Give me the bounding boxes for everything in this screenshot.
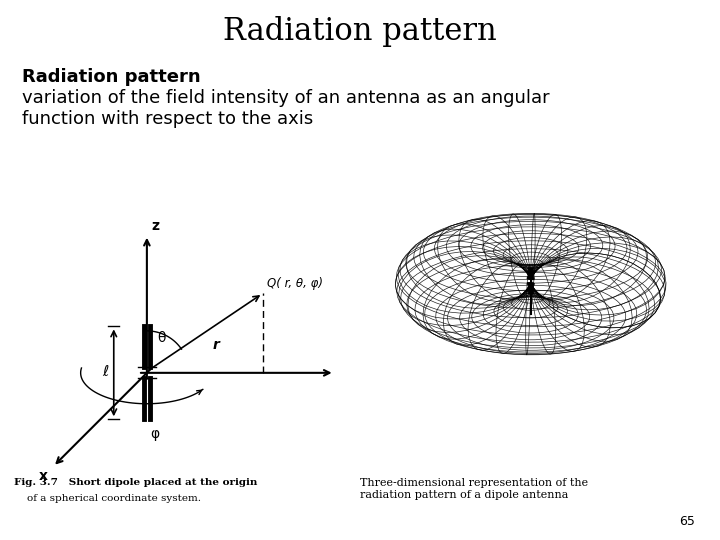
- Text: ℓ: ℓ: [102, 364, 108, 379]
- Text: of a spherical coordinate system.: of a spherical coordinate system.: [14, 494, 202, 503]
- Text: z: z: [151, 219, 159, 233]
- Text: θ: θ: [157, 330, 166, 345]
- Text: y: y: [337, 355, 346, 369]
- Text: Three-dimensional representation of the
radiation pattern of a dipole antenna: Three-dimensional representation of the …: [360, 478, 588, 500]
- Text: φ: φ: [150, 427, 159, 441]
- Text: Fig. 3.7   Short dipole placed at the origin: Fig. 3.7 Short dipole placed at the orig…: [14, 478, 258, 487]
- Text: variation of the field intensity of an antenna as an angular
function with respe: variation of the field intensity of an a…: [22, 89, 549, 128]
- Text: Q( r, θ, φ): Q( r, θ, φ): [267, 277, 323, 290]
- Text: r: r: [212, 338, 220, 352]
- Text: x: x: [39, 469, 48, 483]
- Text: Radiation pattern: Radiation pattern: [223, 16, 497, 47]
- Text: 65: 65: [679, 515, 695, 528]
- Text: Radiation pattern: Radiation pattern: [22, 68, 200, 85]
